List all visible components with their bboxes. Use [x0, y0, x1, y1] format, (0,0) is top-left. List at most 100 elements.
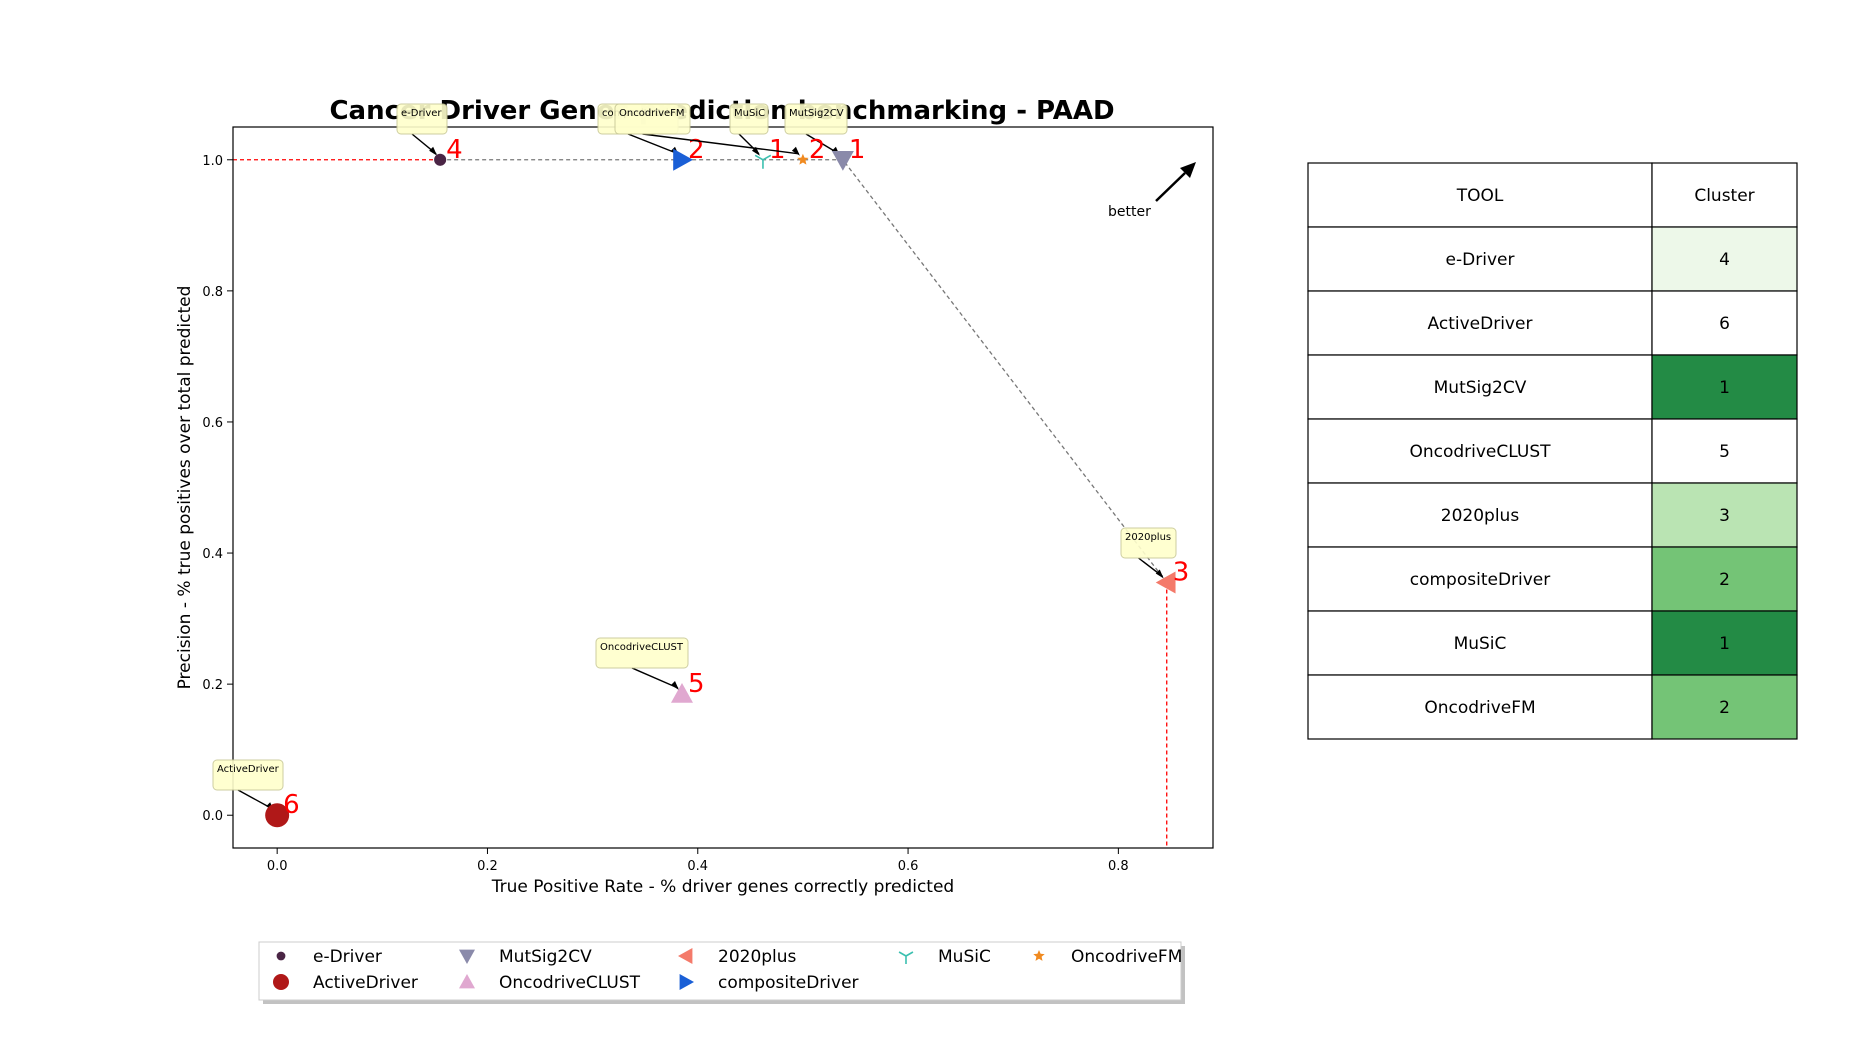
legend-item-ActiveDriver: ActiveDriver	[273, 973, 418, 993]
cluster-number-OncodriveCLUST: 5	[688, 669, 705, 699]
table-cell-cluster: 3	[1719, 506, 1730, 526]
legend-marker	[678, 948, 693, 964]
legend-label: 2020plus	[718, 947, 797, 967]
callout-arrowhead	[751, 146, 760, 156]
callout-label: OncodriveFM	[619, 108, 685, 119]
x-tick-label: 0.0	[267, 859, 288, 874]
callout-label: 2020plus	[1125, 532, 1171, 543]
table-header-cluster: Cluster	[1694, 186, 1754, 206]
legend: e-Driver ActiveDriver MutSig2CV OncodriveCL…	[258, 941, 1185, 1004]
callout-box	[396, 103, 448, 135]
x-tick-label: 0.4	[687, 859, 708, 874]
legend-marker	[276, 951, 286, 961]
legend-marker	[273, 974, 289, 990]
table-cell-cluster: 1	[1719, 634, 1730, 654]
callout-arrow	[627, 133, 679, 155]
x-axis-label: True Positive Rate - % driver genes corr…	[491, 877, 954, 897]
callout-box	[595, 637, 689, 669]
y-tick-label: 0.4	[202, 547, 223, 562]
series-OncodriveCLUST: OncodriveCLUST 5	[595, 637, 705, 703]
callout-box	[729, 103, 769, 135]
legend-item-e-Driver: e-Driver	[276, 947, 382, 967]
table-cell-cluster: 6	[1719, 314, 1730, 334]
table-cell-tool: e-Driver	[1446, 250, 1515, 270]
table-row: e-Driver 4	[1307, 226, 1798, 292]
legend-marker	[459, 974, 475, 989]
callout-label: OncodriveCLUST	[600, 642, 684, 653]
table-cell-cluster-bg	[1651, 290, 1798, 356]
callout-label: ActiveDriver	[217, 764, 280, 775]
pareto-front-line	[440, 159, 1168, 583]
scatter-plot: 0.0 0.2 0.4 0.6 0.8 0.0 0.2 0.4 0.6 0.8 1.0 True Po…	[175, 103, 1214, 897]
x-tick-label: 0.8	[1108, 859, 1129, 874]
data-point-OncodriveCLUST	[670, 682, 693, 703]
table-cell-tool: OncodriveFM	[1424, 698, 1535, 718]
series-ActiveDriver: ActiveDriver 6	[212, 759, 300, 828]
table-header-cell	[1307, 162, 1653, 228]
table-cell-cluster: 4	[1719, 250, 1730, 270]
table-cell-cluster: 2	[1719, 570, 1730, 590]
legend-label: e-Driver	[313, 947, 382, 967]
cluster-number-2020plus: 3	[1173, 558, 1190, 588]
better-annotation: better	[1108, 204, 1151, 220]
chart-title: Cancer Driver Genes prediction benchmark…	[329, 96, 1114, 126]
legend-item-OncodriveFM: OncodriveFM	[1033, 947, 1182, 967]
cluster-number-e-Driver: 4	[446, 135, 463, 165]
legend-label: OncodriveFM	[1071, 947, 1182, 967]
cluster-table: TOOL Cluster e-Driver 4 ActiveDriver 6 MutSig2…	[1307, 162, 1798, 740]
table-header-row: TOOL Cluster	[1307, 162, 1798, 228]
callout-arrowhead	[1155, 569, 1164, 579]
legend-label: MutSig2CV	[499, 947, 592, 967]
table-cell-tool-bg	[1307, 354, 1653, 420]
legend-marker	[898, 951, 914, 964]
series-MutSig2CV: MutSig2CV 1	[784, 103, 866, 171]
x-tick-label: 0.2	[477, 859, 498, 874]
legend-item-MuSiC: MuSiC	[898, 947, 991, 967]
callout-arrow	[642, 133, 800, 155]
legend-item-2020plus: 2020plus	[678, 947, 797, 967]
legend-item-MutSig2CV: MutSig2CV	[459, 947, 592, 967]
callout-arrow	[631, 667, 679, 689]
table-row: MuSiC 1	[1307, 610, 1798, 676]
table-row: ActiveDriver 6	[1307, 290, 1798, 356]
cluster-number-compositeDriver: 2	[688, 135, 705, 165]
cluster-number-ActiveDriver: 6	[283, 790, 300, 820]
better-arrow	[1155, 172, 1186, 202]
better-arrowhead	[1180, 162, 1196, 178]
callout-box	[212, 759, 284, 791]
x-tick-label: 0.6	[898, 859, 919, 874]
legend-label: MuSiC	[938, 947, 991, 967]
callout-arrowhead	[429, 146, 438, 156]
table-cell-tool: ActiveDriver	[1428, 314, 1533, 334]
plot-frame	[232, 126, 1214, 849]
table-cell-cluster-bg	[1651, 418, 1798, 484]
legend-label: compositeDriver	[718, 973, 859, 993]
table-row: compositeDriver 2	[1307, 546, 1798, 612]
y-tick-label: 0.6	[202, 416, 223, 431]
table-cell-cluster-bg	[1651, 546, 1798, 612]
callout-box	[614, 103, 691, 135]
table-cell-tool-bg	[1307, 610, 1653, 676]
table-cell-tool-bg	[1307, 418, 1653, 484]
data-point-compositeDriver	[673, 148, 693, 171]
table-cell-tool: MutSig2CV	[1434, 378, 1527, 398]
data-point-ActiveDriver	[265, 803, 290, 828]
table-header-tool: TOOL	[1456, 186, 1504, 206]
table-cell-tool-bg	[1307, 546, 1653, 612]
cluster-number-MutSig2CV: 1	[849, 135, 866, 165]
table-cell-cluster: 1	[1719, 378, 1730, 398]
callout-label: MutSig2CV	[789, 108, 844, 119]
series-OncodriveFM: OncodriveFM 2	[614, 103, 825, 165]
data-point-2020plus	[1155, 571, 1176, 594]
table-row: OncodriveFM 2	[1307, 674, 1798, 740]
table-header-cell	[1651, 162, 1798, 228]
y-tick-label: 1.0	[202, 154, 223, 169]
data-point-OncodriveFM	[797, 153, 809, 165]
callout-label: e-Driver	[401, 108, 442, 119]
callout-arrowhead	[791, 146, 800, 156]
callout-box	[784, 103, 848, 135]
legend-marker	[459, 949, 475, 964]
legend-marker	[679, 974, 694, 990]
legend-label: OncodriveCLUST	[499, 973, 641, 993]
